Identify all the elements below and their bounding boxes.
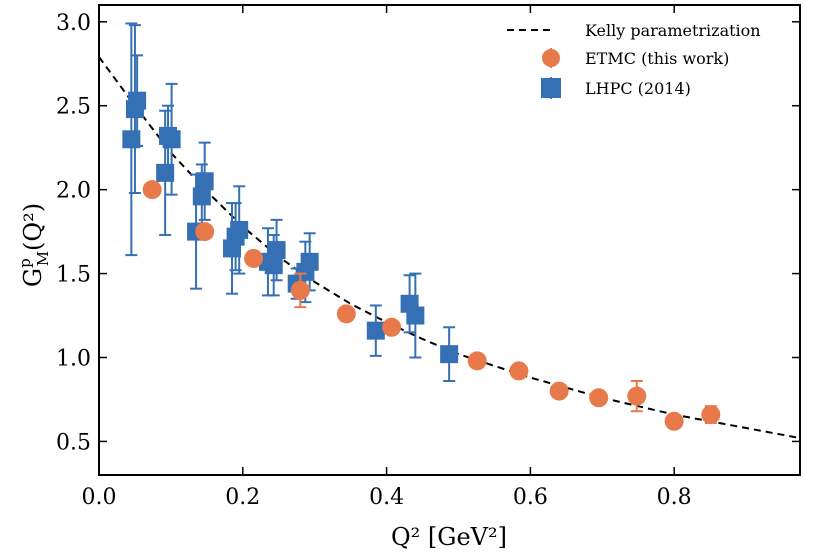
y-tick-label: 1.5 xyxy=(56,263,91,288)
etmc-point xyxy=(664,411,684,431)
legend-lhpc-swatch xyxy=(541,78,561,98)
lhpc-marker xyxy=(440,345,459,364)
lhpc-marker xyxy=(267,241,286,260)
etmc-point xyxy=(549,381,569,401)
lhpc-marker xyxy=(156,163,175,182)
y-axis-label-sup: p xyxy=(16,258,34,268)
etmc-marker xyxy=(509,361,529,381)
etmc-point xyxy=(142,180,162,200)
etmc-point xyxy=(382,317,402,337)
x-axis: 0.0 0.2 0.4 0.6 0.8 xyxy=(82,5,692,510)
y-axis-label: GpM(Q²) xyxy=(16,203,52,287)
lhpc-marker xyxy=(264,256,283,275)
kelly-curve xyxy=(98,56,801,440)
y-axis-label-main: G xyxy=(19,268,47,287)
lhpc-point xyxy=(406,272,425,359)
etmc-marker xyxy=(549,381,569,401)
etmc-marker xyxy=(142,180,162,200)
lhpc-point xyxy=(267,218,286,282)
etmc-marker xyxy=(336,304,356,324)
x-tick-label: 0.8 xyxy=(657,485,692,510)
y-axis: 0.5 1.0 1.5 2.0 2.5 3.0 xyxy=(56,11,800,455)
x-tick-label: 0.0 xyxy=(82,485,117,510)
legend-etmc-label: ETMC (this work) xyxy=(585,49,729,68)
plot-frame xyxy=(98,4,801,476)
lhpc-point xyxy=(440,326,459,382)
etmc-point xyxy=(589,388,609,408)
lhpc-point xyxy=(195,141,214,221)
lhpc-marker xyxy=(230,220,249,239)
legend-etmc-swatch xyxy=(542,49,560,67)
etmc-point xyxy=(701,405,721,425)
etmc-point xyxy=(509,361,529,381)
etmc-marker xyxy=(290,280,310,300)
plot-area xyxy=(98,22,801,440)
lhpc-marker xyxy=(406,306,425,325)
etmc-point xyxy=(290,272,310,309)
y-tick-label: 2.0 xyxy=(56,179,91,204)
etmc-marker xyxy=(664,411,684,431)
lhpc-marker xyxy=(300,252,319,271)
legend: Kelly parametrization ETMC (this work) L… xyxy=(507,21,761,99)
lhpc-marker xyxy=(128,91,147,110)
lhpc-point xyxy=(162,82,181,196)
etmc-marker xyxy=(701,405,721,425)
x-tick-label: 0.2 xyxy=(225,485,260,510)
lhpc-marker xyxy=(195,172,214,191)
etmc-point xyxy=(336,304,356,324)
etmc-marker xyxy=(244,248,264,268)
y-axis-label-sub: M xyxy=(34,251,52,266)
y-tick-label: 1.0 xyxy=(56,347,91,372)
y-tick-label: 2.5 xyxy=(56,95,91,120)
y-tick-label: 3.0 xyxy=(56,11,91,36)
etmc-point xyxy=(244,248,264,268)
lhpc-marker xyxy=(162,130,181,149)
lhpc-marker xyxy=(192,187,211,206)
lhpc-point xyxy=(230,185,249,275)
legend-lhpc-label: LHPC (2014) xyxy=(585,79,691,98)
etmc-marker xyxy=(467,351,487,371)
x-tick-label: 0.6 xyxy=(513,485,548,510)
x-axis-label: Q² [GeV²] xyxy=(391,523,507,551)
etmc-point xyxy=(627,380,647,413)
y-axis-label-rest: (Q²) xyxy=(19,203,47,251)
x-tick-label: 0.4 xyxy=(369,485,404,510)
etmc-point xyxy=(467,351,487,371)
legend-kelly-label: Kelly parametrization xyxy=(585,21,761,40)
etmc-marker xyxy=(382,317,402,337)
lhpc-point xyxy=(128,54,147,147)
lhpc-point xyxy=(300,232,319,292)
lhpc-marker xyxy=(366,321,385,340)
etmc-marker xyxy=(627,386,647,406)
etmc-marker xyxy=(589,388,609,408)
y-tick-label: 0.5 xyxy=(56,430,91,455)
lhpc-point xyxy=(366,304,385,357)
etmc-marker xyxy=(195,222,215,242)
etmc-point xyxy=(195,222,215,242)
